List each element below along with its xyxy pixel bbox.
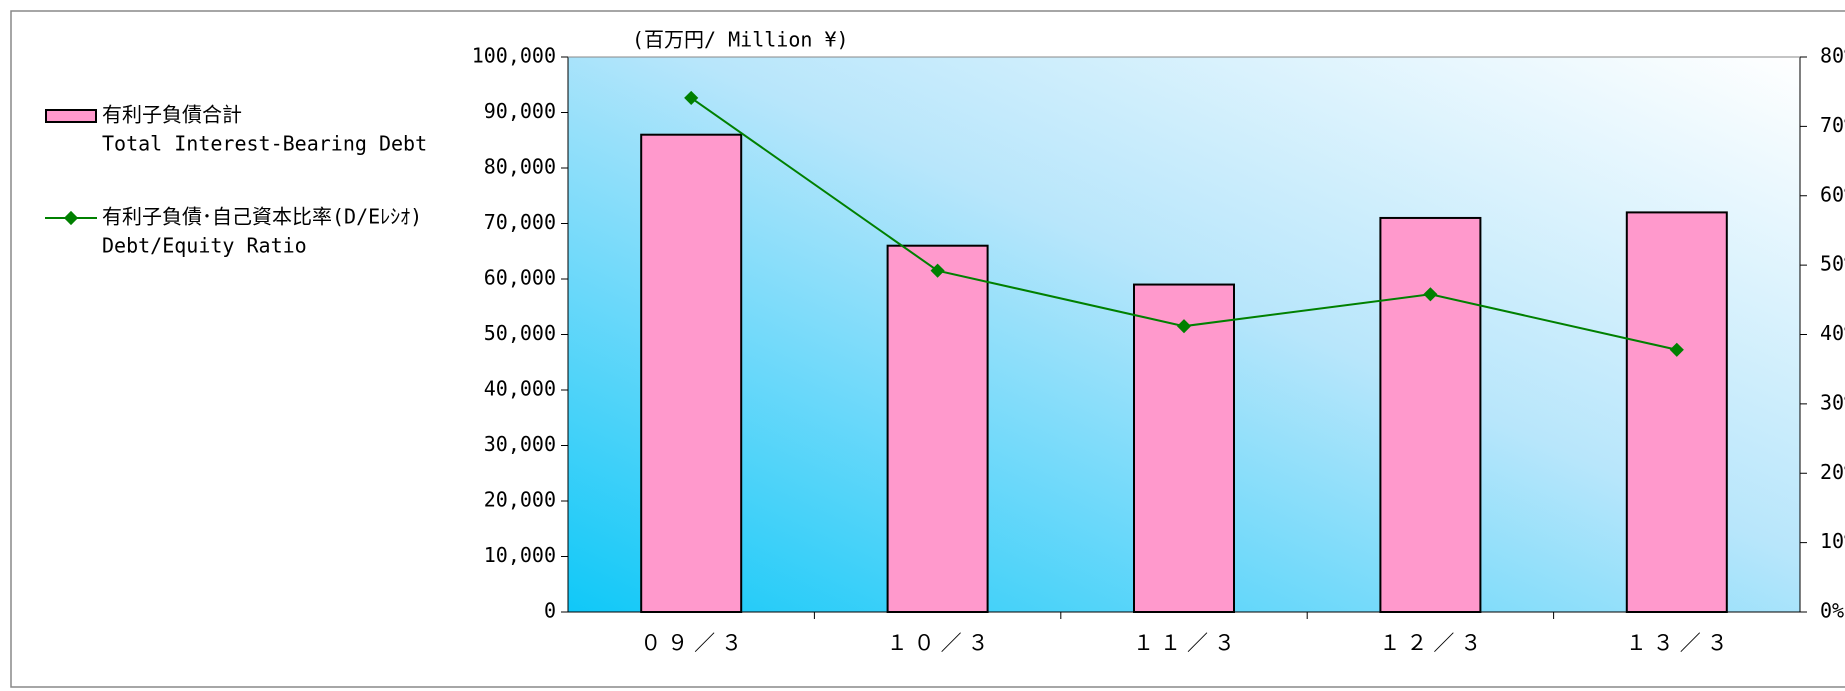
- legend-label: 有利子負債合計: [102, 103, 242, 127]
- y2-tick-label: 50%: [1820, 252, 1845, 276]
- y2-tick-label: 10%: [1820, 529, 1845, 553]
- y-tick-label: 70,000: [484, 210, 556, 234]
- y-tick-label: 20,000: [484, 488, 556, 512]
- legend-label-en: Debt/Equity Ratio: [102, 234, 307, 258]
- legend-label: 有利子負債･自己資本比率(D/Eﾚｼｵ): [102, 205, 422, 229]
- marker: [1423, 287, 1438, 302]
- bar: [1625, 211, 1728, 613]
- x-tick-label: １３／３: [1626, 631, 1734, 655]
- y-tick-label: 50,000: [484, 321, 556, 345]
- y-tick-label: 60,000: [484, 266, 556, 290]
- legend-swatch: [45, 109, 97, 123]
- y2-tick-label: 70%: [1820, 113, 1845, 137]
- x-tick-label: １０／３: [887, 631, 995, 655]
- x-tick-label: １２／３: [1379, 631, 1487, 655]
- x-tick-label: １１／３: [1133, 631, 1241, 655]
- marker: [1669, 342, 1684, 357]
- y-tick-label: 90,000: [484, 99, 556, 123]
- bar: [640, 133, 743, 613]
- bar: [1133, 283, 1235, 613]
- marker: [930, 263, 945, 278]
- y2-tick-label: 20%: [1820, 460, 1845, 484]
- y-unit-label: (百万円/ Million ¥): [632, 28, 849, 52]
- y2-tick-label: 30%: [1820, 390, 1845, 414]
- y2-tick-label: 40%: [1820, 321, 1845, 345]
- y-tick-label: 10,000: [484, 543, 556, 567]
- bar: [1379, 216, 1482, 613]
- y-tick-label: 100,000: [472, 44, 556, 68]
- x-tick-label: ０９／３: [640, 631, 748, 655]
- bar: [886, 244, 989, 613]
- y-tick-label: 0: [544, 599, 556, 623]
- y-tick-label: 40,000: [484, 377, 556, 401]
- y-tick-label: 30,000: [484, 432, 556, 456]
- legend-label-en: Total Interest-Bearing Debt: [102, 132, 427, 156]
- y2-tick-label: 60%: [1820, 182, 1845, 206]
- y-tick-label: 80,000: [484, 155, 556, 179]
- y2-tick-label: 80%: [1820, 44, 1845, 68]
- y2-tick-label: 0%: [1820, 599, 1844, 623]
- marker: [684, 90, 699, 106]
- marker: [1176, 319, 1192, 334]
